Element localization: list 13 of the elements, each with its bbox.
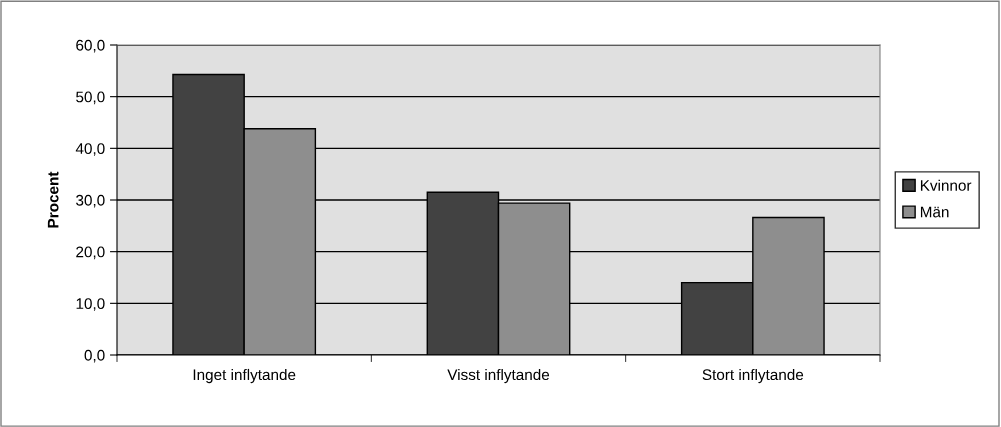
x-tick-label: Stort inflytande — [702, 368, 804, 384]
x-tick-label: Inget inflytande — [193, 368, 296, 384]
y-tick-label: 0,0 — [84, 349, 105, 363]
y-tick-label: 10,0 — [76, 298, 105, 311]
y-axis-title: Procent — [47, 171, 59, 228]
y-tick-label: 30,0 — [76, 194, 105, 208]
y-tick-label: 50,0 — [76, 91, 105, 105]
y-tick-label: 60,0 — [76, 39, 105, 53]
x-tick-label: Visst inflytande — [447, 368, 550, 384]
legend-label: Män — [920, 206, 949, 218]
legend-label: Kvinnor — [920, 179, 972, 191]
y-tick-label: 20,0 — [76, 246, 105, 260]
y-tick-label: 40,0 — [75, 143, 105, 156]
